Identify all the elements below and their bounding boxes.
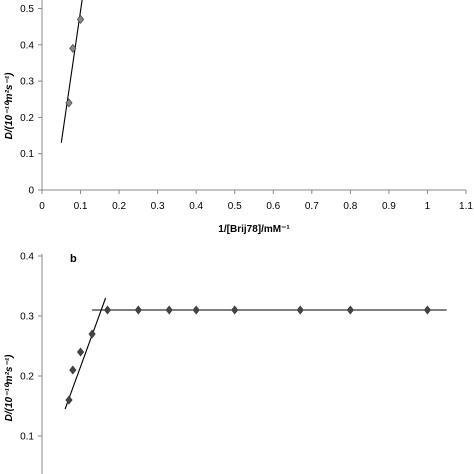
panel-a: 0 0.1 0.2 0.3 0.4 0.5 0 0.1 0.2 0.3 0.4 0.5 0.6 0.7 0.… [4, 0, 473, 235]
data-point [65, 98, 73, 108]
y-tick-label: 0.3 [20, 77, 34, 88]
data-point [76, 14, 85, 24]
data-point [65, 395, 73, 405]
y-tick-label: 0.3 [20, 312, 34, 323]
data-point [423, 305, 432, 315]
x-tick-label: 0.8 [343, 201, 357, 212]
y-tick-label: 0.2 [20, 372, 34, 383]
x-tick-label: 0.6 [266, 201, 280, 212]
y-tick-label: 0 [28, 186, 34, 197]
data-point [346, 305, 354, 315]
panel-b: 0.1 0.2 0.3 0.4 D/(10⁻¹⁰m²s⁻¹) b [4, 252, 447, 474]
x-tick-label: 0.2 [112, 201, 126, 212]
x-tick-label: 0.5 [228, 201, 242, 212]
data-point [76, 347, 85, 357]
y-tick-label: 0.4 [20, 252, 34, 263]
data-point [69, 43, 77, 53]
x-tick-label: 0.4 [189, 201, 203, 212]
x-tick-label: 0.1 [74, 201, 88, 212]
y-tick-label: 0.1 [20, 149, 34, 160]
fit-line [64, 297, 107, 410]
data-point [103, 305, 112, 315]
x-tick-label: 0 [39, 201, 45, 212]
data-point [134, 305, 142, 315]
x-axis-label: 1/[Brij78]/mM⁻¹ [218, 224, 290, 235]
x-tick-label: 0.3 [151, 201, 165, 212]
data-point [192, 305, 200, 315]
y-tick-label: 0.1 [20, 432, 34, 443]
data-point [165, 305, 173, 315]
y-tick-label: 0.4 [20, 40, 34, 51]
data-point [69, 365, 77, 375]
data-point [296, 305, 304, 315]
data-point [88, 329, 96, 339]
x-tick-label: 0.9 [382, 201, 396, 212]
y-axis-label: D/(10⁻¹⁰m²s⁻¹) [4, 72, 15, 139]
y-tick-label: 0.5 [20, 4, 34, 15]
panel-label: b [70, 253, 77, 265]
x-tick-label: 1 [425, 201, 431, 212]
y-axis-label: D/(10⁻¹⁰m²s⁻¹) [4, 354, 15, 421]
x-tick-label: 1.1 [459, 201, 473, 212]
y-tick-label: 0.2 [20, 113, 34, 124]
x-tick-label: 0.7 [305, 201, 319, 212]
data-point [231, 305, 239, 315]
